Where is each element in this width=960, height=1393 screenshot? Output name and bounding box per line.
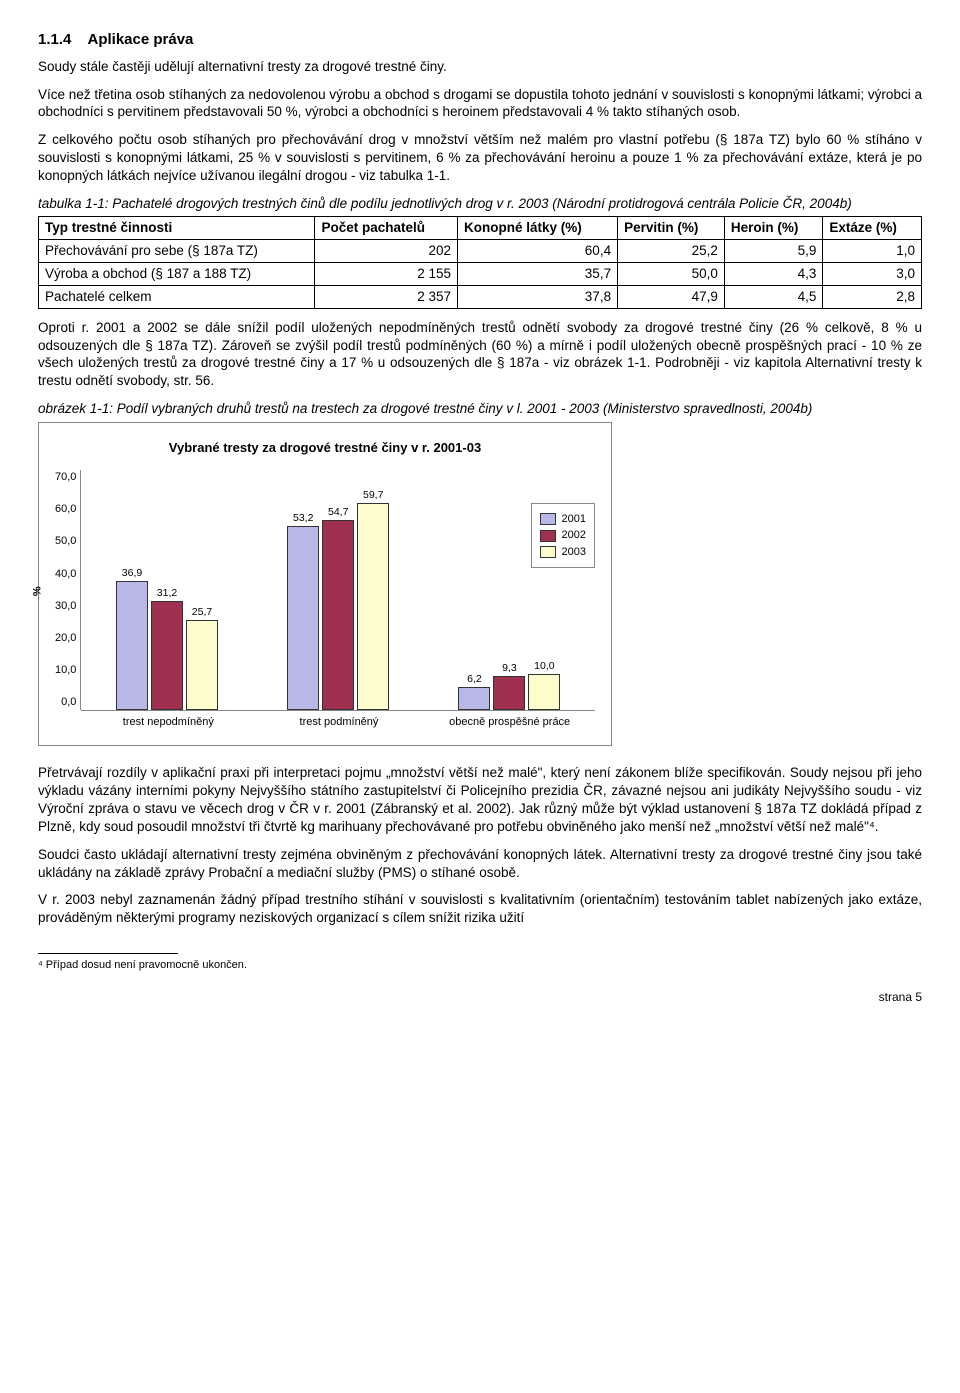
bar: 53,2 [287,526,319,710]
table-cell: Výroba a obchod (§ 187 a 188 TZ) [39,263,315,286]
table-cell: 4,5 [724,285,823,308]
table-cell: 2,8 [823,285,922,308]
figure-caption: obrázek 1-1: Podíl vybraných druhů trest… [38,400,922,418]
bar-label: 53,2 [293,512,313,526]
table-cell: 60,4 [458,240,618,263]
legend-swatch [540,530,556,542]
paragraph: Z celkového počtu osob stíhaných pro pře… [38,131,922,184]
bar-label: 10,0 [534,660,554,674]
chart-1-1: Vybrané tresty za drogové trestné činy v… [38,422,612,747]
paragraph: Oproti r. 2001 a 2002 se dále snížil pod… [38,319,922,390]
table-cell: 2 155 [315,263,458,286]
bar: 59,7 [357,503,389,710]
bar: 10,0 [528,674,560,710]
table-header: Pervitin (%) [618,217,725,240]
bar-label: 25,7 [192,606,212,620]
bar: 31,2 [151,601,183,710]
table-1-1: Typ trestné činnostiPočet pachatelůKonop… [38,216,922,308]
table-cell: 25,2 [618,240,725,263]
legend-item: 2002 [540,528,586,543]
y-axis-label: % [31,586,46,596]
bar-label: 59,7 [363,489,383,503]
table-row: Přechovávání pro sebe (§ 187a TZ)20260,4… [39,240,922,263]
table-cell: 37,8 [458,285,618,308]
table-cell: 3,0 [823,263,922,286]
bar-group: 53,254,759,7 [287,503,389,710]
bar-label: 9,3 [502,662,517,676]
table-cell: 50,0 [618,263,725,286]
section-title: Aplikace práva [88,31,194,48]
table-cell: Přechovávání pro sebe (§ 187a TZ) [39,240,315,263]
x-axis: trest nepodmíněný trest podmíněný obecně p… [83,715,595,730]
legend-label: 2003 [562,545,586,560]
y-tick: 60,0 [55,502,76,517]
bar-label: 36,9 [122,567,142,581]
legend-swatch [540,546,556,558]
table-cell: 1,0 [823,240,922,263]
bar: 6,2 [458,687,490,710]
chart-title: Vybrané tresty za drogové trestné činy v… [55,439,595,456]
table-header: Heroin (%) [724,217,823,240]
table-header: Počet pachatelů [315,217,458,240]
y-tick: 50,0 [55,534,76,549]
section-number: 1.1.4 [38,31,71,48]
bar: 25,7 [186,620,218,710]
table-cell: 202 [315,240,458,263]
legend-label: 2002 [562,528,586,543]
table-header: Typ trestné činnosti [39,217,315,240]
chart-plot: 36,931,225,753,254,759,76,29,310,0 [81,470,595,711]
bar: 36,9 [116,581,148,710]
y-tick: 30,0 [55,599,76,614]
table-row: Pachatelé celkem2 35737,847,94,52,8 [39,285,922,308]
y-tick: 0,0 [61,695,76,710]
y-tick: 70,0 [55,470,76,485]
bar-label: 6,2 [467,673,482,687]
legend-item: 2001 [540,512,586,527]
chart-legend: 20012002 2003 [531,503,595,569]
legend-item: 2003 [540,545,586,560]
page-number: strana 5 [38,990,922,1006]
y-tick: 40,0 [55,567,76,582]
table-row: Výroba a obchod (§ 187 a 188 TZ)2 15535,… [39,263,922,286]
bar-label: 54,7 [328,506,348,520]
bar-label: 31,2 [157,587,177,601]
section-heading: 1.1.4 Aplikace práva [38,30,922,50]
bar-group: 36,931,225,7 [116,581,218,710]
table-cell: Pachatelé celkem [39,285,315,308]
paragraph: V r. 2003 nebyl zaznamenán žádný případ … [38,891,922,927]
table-header: Extáze (%) [823,217,922,240]
x-tick: trest nepodmíněný [98,715,238,730]
paragraph: Soudci často ukládají alternativní trest… [38,846,922,882]
legend-swatch [540,513,556,525]
footnote-rule [38,953,178,954]
table-cell: 2 357 [315,285,458,308]
footnote: ⁴ Případ dosud není pravomocně ukončen. [38,958,922,973]
bar-group: 6,29,310,0 [458,674,560,710]
table-header: Konopné látky (%) [458,217,618,240]
x-tick: trest podmíněný [269,715,409,730]
table-cell: 5,9 [724,240,823,263]
x-tick: obecně prospěšné práce [440,715,580,730]
table-cell: 4,3 [724,263,823,286]
table-cell: 35,7 [458,263,618,286]
y-tick: 20,0 [55,631,76,646]
paragraph: Soudy stále častěji udělují alternativní… [38,58,922,76]
table-caption: tabulka 1-1: Pachatelé drogových trestný… [38,195,922,213]
bar: 54,7 [322,520,354,710]
table-cell: 47,9 [618,285,725,308]
y-axis: 70,0 60,0 50,0 40,0 30,0 20,0 10,0 0,0 [55,470,81,710]
paragraph: Přetrvávají rozdíly v aplikační praxi př… [38,764,922,835]
y-tick: 10,0 [55,663,76,678]
legend-label: 2001 [562,512,586,527]
bar: 9,3 [493,676,525,710]
paragraph: Více než třetina osob stíhaných za nedov… [38,86,922,122]
